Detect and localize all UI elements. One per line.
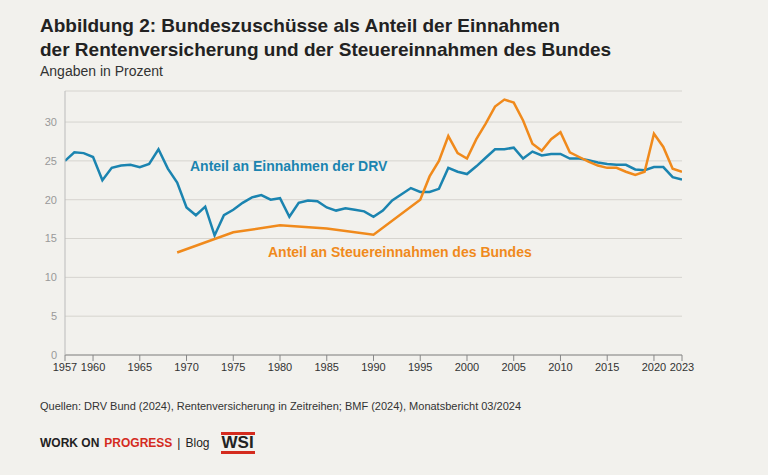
svg-text:10: 10 <box>45 271 57 283</box>
html-text:Abbildung 2: Bundeszuschüsse a: Abbildung 2: Bundeszuschüsse als Anteil … <box>40 15 560 36</box>
svg-text:1965: 1965 <box>128 361 152 373</box>
svg-text:1970: 1970 <box>174 361 198 373</box>
html-text:WSI: WSI <box>221 433 254 452</box>
svg-text:1960: 1960 <box>81 361 105 373</box>
html-text:Quellen: DRV Bund (2024), Rent: Quellen: DRV Bund (2024), Rentenversiche… <box>40 400 521 412</box>
svg-text:2020: 2020 <box>642 361 666 373</box>
svg-text:25: 25 <box>45 155 57 167</box>
html-text:Anteil an Steuereinnahmen des: Anteil an Steuereinnahmen des Bundes <box>268 244 532 260</box>
html-text:der Rentenversicherung und der: der Rentenversicherung und der Steuerein… <box>40 39 612 60</box>
svg-text:1995: 1995 <box>408 361 432 373</box>
svg-text:30: 30 <box>45 116 57 128</box>
svg-text:2015: 2015 <box>595 361 619 373</box>
svg-text:1975: 1975 <box>221 361 245 373</box>
svg-text:2010: 2010 <box>548 361 572 373</box>
svg-text:2023: 2023 <box>670 361 694 373</box>
svg-text:20: 20 <box>45 194 57 206</box>
svg-text:5: 5 <box>51 310 57 322</box>
svg-text:2005: 2005 <box>501 361 525 373</box>
svg-text:2000: 2000 <box>455 361 479 373</box>
html-text:Angaben in Prozent: Angaben in Prozent <box>40 63 163 79</box>
html-text:WORK ON PROGRESS | Blog: WORK ON PROGRESS | Blog <box>40 436 210 450</box>
html-text:Anteil an Einnahmen der DRV: Anteil an Einnahmen der DRV <box>190 158 388 174</box>
svg-text:1957: 1957 <box>53 361 77 373</box>
svg-text:1980: 1980 <box>268 361 292 373</box>
svg-text:1985: 1985 <box>315 361 339 373</box>
svg-text:15: 15 <box>45 232 57 244</box>
svg-text:0: 0 <box>51 349 57 361</box>
svg-text:1990: 1990 <box>361 361 385 373</box>
